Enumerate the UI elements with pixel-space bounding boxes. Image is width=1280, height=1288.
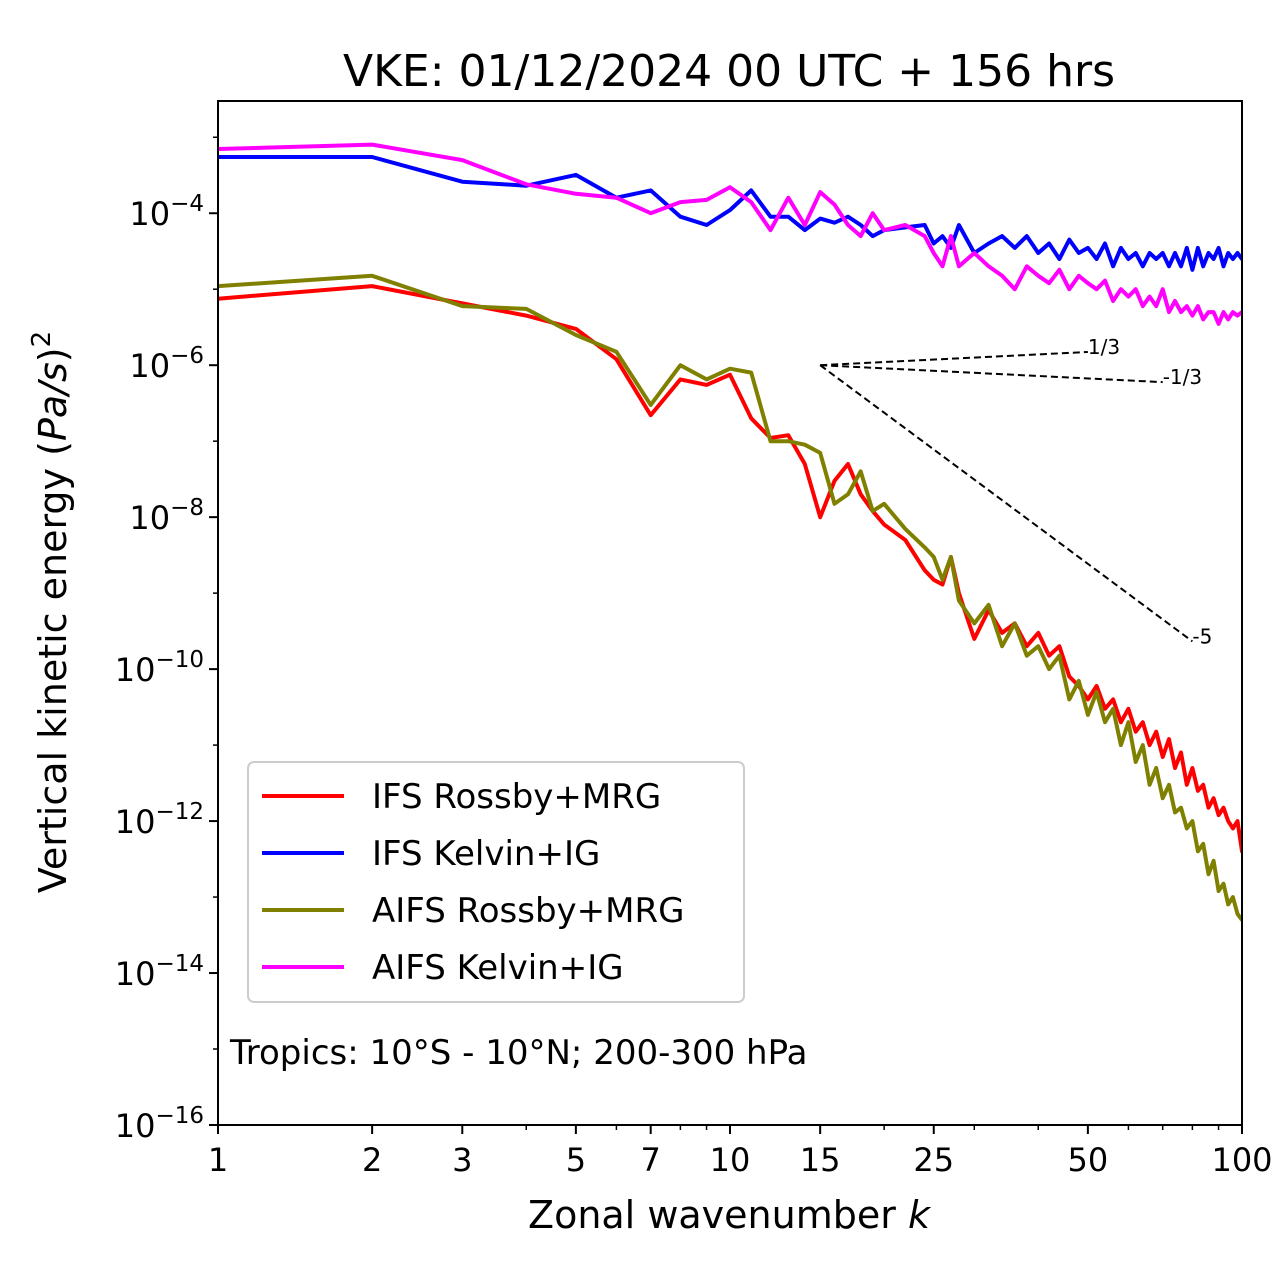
- series-line-4: [218, 142, 1242, 326]
- legend-label: IFS Rossby+MRG: [372, 777, 661, 817]
- reference-slope-label: -1/3: [1163, 365, 1202, 389]
- legend-label: IFS Kelvin+IG: [372, 834, 600, 874]
- x-tick-label: 3: [452, 1141, 472, 1179]
- legend-label: AIFS Kelvin+IG: [372, 948, 624, 988]
- plot-area: [218, 142, 1242, 922]
- x-tick-label: 2: [362, 1141, 382, 1179]
- chart-title: VKE: 01/12/2024 00 UTC + 156 hrs: [343, 46, 1115, 97]
- y-axis-title: Vertical kinetic energy (Pa/s)2: [27, 331, 75, 893]
- y-tick-label: 10−14: [115, 951, 204, 993]
- series-line-1: [218, 284, 1242, 854]
- legend-label: AIFS Rossby+MRG: [372, 891, 684, 931]
- plot-frame: [217, 100, 1243, 1126]
- x-axis: 1 2 3 5 7 10 15 25 50 100: [208, 1125, 1273, 1179]
- x-tick-label: 1: [208, 1141, 228, 1179]
- reference-slope-line: [819, 364, 1193, 643]
- x-tick-label: 100: [1211, 1141, 1272, 1179]
- x-axis-title: Zonal wavenumber k: [528, 1193, 932, 1237]
- y-tick-label: 10−16: [115, 1103, 204, 1145]
- legend-frame: [247, 761, 745, 1003]
- reference-slope-line: [820, 364, 1163, 384]
- y-tick-label: 10−10: [115, 647, 204, 689]
- x-tick-label: 15: [800, 1141, 841, 1179]
- region-annotation: Tropics: 10°S - 10°N; 200-300 hPa: [229, 1033, 807, 1073]
- reference-slope-line: [820, 350, 1088, 367]
- y-tick-label: 10−8: [129, 495, 204, 537]
- reference-slope-label: 1/3: [1088, 335, 1120, 359]
- legend: IFS Rossby+MRG IFS Kelvin+IG AIFS Rossby+M…: [247, 761, 745, 1003]
- series-line-3: [218, 273, 1242, 922]
- y-tick-label: 10−4: [129, 191, 204, 233]
- x-tick-label: 5: [566, 1141, 586, 1179]
- y-tick-label: 10−12: [115, 799, 204, 841]
- reference-slope-label: -5: [1192, 624, 1212, 648]
- y-axis: 10−16 10−14 10−12 10−10 10−8 10−6 10−4: [115, 136, 218, 1145]
- x-tick-label: 10: [710, 1141, 751, 1179]
- series-line-2: [218, 155, 1242, 272]
- x-tick-label: 50: [1068, 1141, 1109, 1179]
- y-tick-label: 10−6: [129, 343, 204, 385]
- x-tick-label: 25: [913, 1141, 954, 1179]
- x-tick-label: 7: [641, 1141, 661, 1179]
